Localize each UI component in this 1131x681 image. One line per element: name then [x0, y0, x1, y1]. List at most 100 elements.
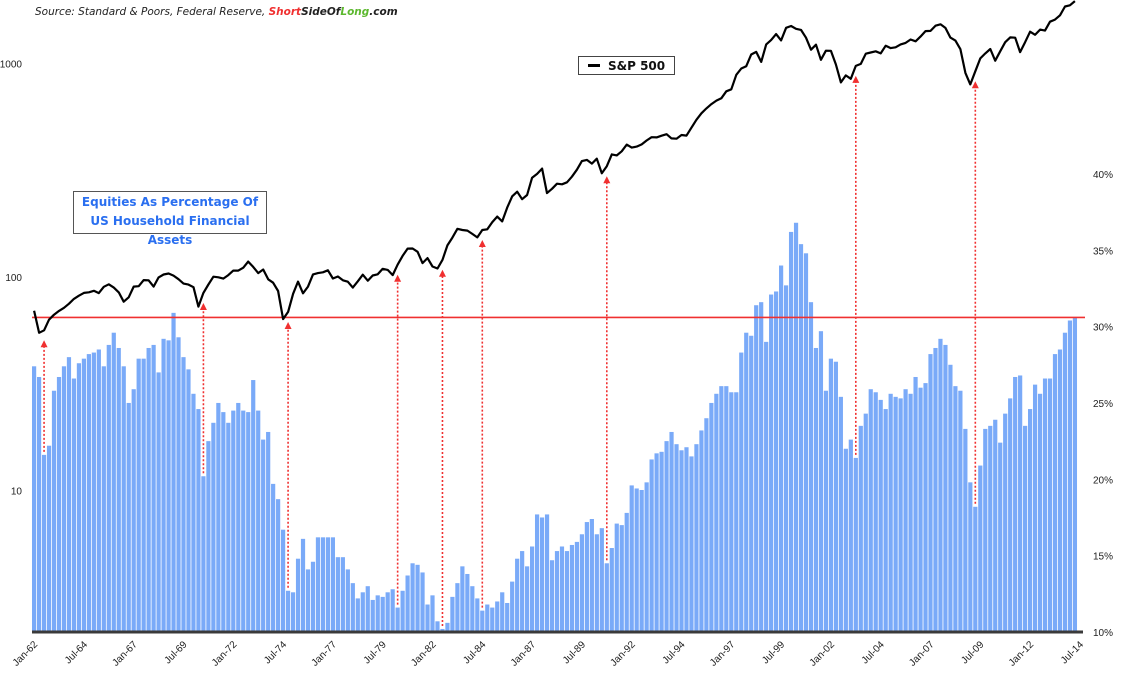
x-tick-label: Jan-97	[708, 639, 738, 669]
bar	[475, 598, 480, 632]
bar	[654, 453, 659, 632]
right-axis-ticks: 10% 15% 20% 25% 30% 35% 40%	[1093, 170, 1113, 639]
bar	[510, 581, 515, 632]
trough-arrow	[199, 302, 207, 474]
bar	[116, 347, 121, 632]
bar	[714, 393, 719, 632]
bar	[266, 431, 271, 632]
bar	[689, 456, 694, 632]
bar	[803, 253, 809, 632]
bar	[480, 610, 485, 632]
bar	[146, 347, 151, 632]
bar	[619, 525, 624, 632]
bar	[495, 601, 500, 632]
bar	[196, 409, 201, 632]
bar	[664, 441, 669, 632]
bar	[1028, 409, 1033, 632]
bar	[385, 592, 390, 632]
bar	[370, 599, 375, 632]
bar	[271, 483, 276, 632]
brand-long: Long	[340, 6, 370, 18]
brand-short: Short	[268, 6, 302, 18]
right-tick-label: 15%	[1093, 552, 1113, 563]
bar	[300, 538, 306, 632]
bar	[285, 590, 291, 632]
bar	[788, 231, 794, 632]
bar	[888, 393, 893, 632]
bar	[943, 344, 948, 632]
bar	[325, 537, 331, 632]
source-text: Source: Standard & Poors, Federal Reserv…	[35, 6, 269, 18]
bar	[56, 376, 62, 632]
bar	[843, 448, 848, 632]
bar	[400, 590, 405, 632]
bar	[276, 499, 281, 632]
bar	[450, 596, 455, 632]
bar	[295, 558, 301, 632]
bar	[66, 357, 72, 632]
bar	[500, 592, 505, 632]
bar	[534, 514, 540, 632]
bar	[559, 546, 565, 632]
bar	[46, 445, 52, 632]
bar	[744, 332, 749, 632]
source-note: Source: Standard & Poors, Federal Reserv…	[35, 6, 398, 18]
bar	[121, 366, 126, 632]
bar	[226, 422, 231, 632]
bar	[201, 476, 206, 632]
bar	[345, 569, 350, 632]
bar	[629, 485, 634, 632]
bar	[76, 363, 82, 632]
bar	[813, 347, 819, 632]
bar	[599, 528, 604, 632]
bar	[1032, 384, 1038, 632]
bar	[151, 344, 156, 632]
bar	[644, 482, 649, 632]
bar	[375, 595, 380, 632]
bar	[231, 410, 236, 632]
bar	[51, 390, 57, 632]
bar	[1052, 354, 1058, 632]
right-tick-label: 35%	[1093, 246, 1113, 257]
bar	[390, 589, 395, 632]
bar	[808, 302, 814, 632]
legend-line-swatch	[588, 64, 600, 67]
bar	[1067, 320, 1073, 632]
bar	[833, 361, 838, 632]
x-tick-label: Jan-72	[210, 639, 240, 669]
bar	[315, 537, 321, 632]
bar	[828, 358, 833, 632]
bar	[1042, 378, 1048, 632]
x-tick-label: Jan-77	[310, 639, 340, 669]
bar	[141, 358, 146, 632]
bar	[176, 337, 181, 632]
bar	[798, 244, 804, 632]
bar	[684, 447, 689, 632]
bar	[435, 621, 440, 632]
bar	[136, 358, 141, 632]
bar	[131, 389, 136, 632]
bar	[126, 402, 131, 632]
bar	[624, 512, 629, 632]
bar	[340, 557, 345, 632]
x-tick-label: Jul-14	[1059, 639, 1086, 666]
x-tick-label: Jan-92	[608, 639, 638, 669]
bar	[968, 482, 973, 632]
bar	[420, 572, 425, 632]
brand-com: .com	[369, 6, 398, 18]
x-tick-label: Jul-74	[262, 639, 289, 666]
bar	[549, 560, 555, 632]
x-tick-label: Jan-82	[409, 639, 439, 669]
bar	[530, 546, 535, 632]
bar	[290, 592, 296, 632]
bar	[704, 418, 709, 632]
bar	[251, 380, 256, 632]
bar	[883, 409, 888, 632]
bar	[669, 431, 674, 632]
trough-arrow	[438, 269, 446, 626]
bar	[1013, 376, 1018, 632]
bar	[445, 622, 450, 632]
bar	[963, 428, 968, 632]
bar	[908, 393, 913, 632]
